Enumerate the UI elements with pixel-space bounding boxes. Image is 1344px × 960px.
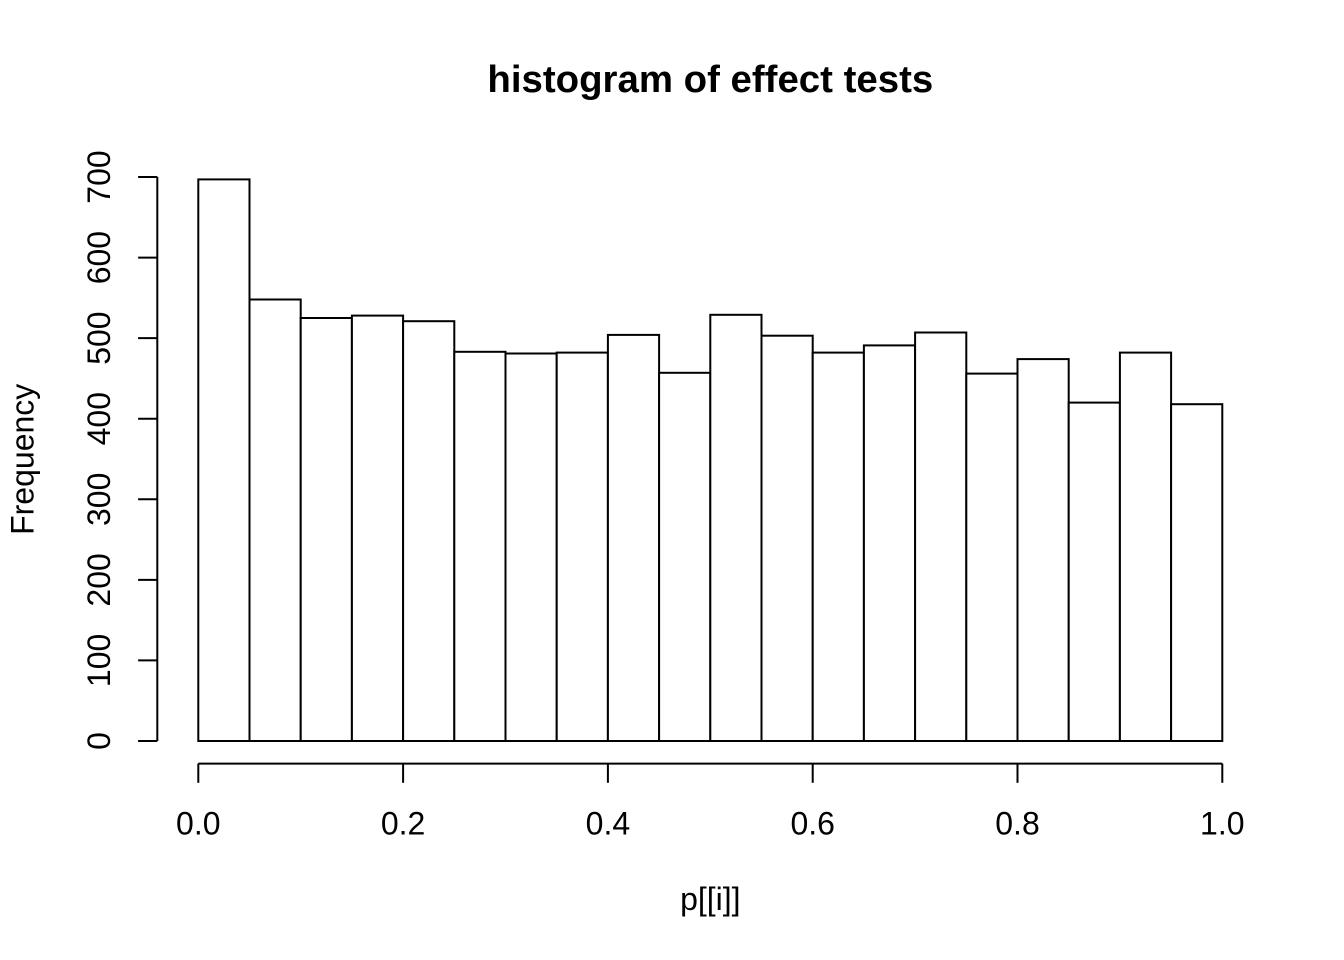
svg-text:Frequency: Frequency bbox=[5, 384, 41, 535]
svg-text:0.0: 0.0 bbox=[176, 806, 220, 842]
svg-text:600: 600 bbox=[81, 231, 117, 284]
svg-text:p[[i]]: p[[i]] bbox=[680, 881, 740, 917]
svg-text:0.8: 0.8 bbox=[995, 806, 1039, 842]
svg-text:0.4: 0.4 bbox=[586, 806, 630, 842]
svg-text:0: 0 bbox=[81, 732, 117, 750]
svg-text:500: 500 bbox=[81, 311, 117, 364]
svg-text:300: 300 bbox=[81, 473, 117, 526]
svg-text:1.0: 1.0 bbox=[1200, 806, 1244, 842]
svg-text:histogram of effect tests: histogram of effect tests bbox=[487, 58, 933, 101]
svg-text:0.6: 0.6 bbox=[790, 806, 834, 842]
svg-text:0.2: 0.2 bbox=[381, 806, 425, 842]
svg-text:400: 400 bbox=[81, 392, 117, 445]
svg-text:200: 200 bbox=[81, 553, 117, 606]
svg-text:700: 700 bbox=[81, 150, 117, 203]
svg-text:100: 100 bbox=[81, 634, 117, 687]
